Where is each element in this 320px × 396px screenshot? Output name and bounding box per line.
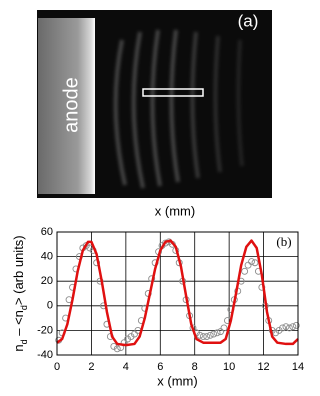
x-tick-label: 14	[292, 361, 304, 373]
data-point	[289, 323, 297, 331]
data-point	[258, 283, 266, 291]
x-tick-label: 6	[157, 361, 163, 373]
y-tick-label: 0	[47, 300, 53, 312]
data-point	[217, 328, 224, 336]
data-point	[241, 267, 249, 275]
data-point	[248, 258, 255, 265]
data-point	[124, 335, 132, 343]
annotation: (b)	[276, 234, 291, 249]
data-point	[196, 331, 204, 339]
fringes	[113, 29, 244, 189]
data-point	[244, 261, 252, 269]
y-axis-label-subscript: d	[19, 305, 29, 310]
x-tick-label: 4	[123, 361, 129, 373]
data-point	[110, 342, 118, 350]
panel-a: anode (a) x (mm)	[37, 10, 272, 218]
y-axis-label-part: – <n	[11, 310, 26, 339]
data-point	[285, 324, 293, 332]
y-axis-label-part: n	[11, 344, 26, 351]
data-point	[275, 326, 283, 334]
data-point	[292, 322, 300, 329]
y-tick-label: 20	[41, 275, 53, 287]
panel-label: (a)	[238, 11, 259, 30]
data-point	[220, 324, 228, 332]
data-point	[127, 333, 135, 340]
data-point	[161, 239, 169, 247]
selection-box	[142, 88, 204, 97]
y-axis-label-part: > (arb units)	[11, 235, 26, 305]
data-point	[251, 259, 259, 267]
x-tick-label: 10	[223, 361, 235, 373]
anode-glow	[38, 18, 95, 194]
data-point	[282, 323, 290, 331]
data-point	[213, 329, 221, 337]
y-tick-label: 40	[41, 251, 53, 263]
data-point	[199, 333, 207, 340]
x-tick-label: 12	[257, 361, 269, 373]
y-tick-label: 60	[41, 226, 53, 238]
image-x-label: x (mm)	[155, 203, 195, 218]
y-axis-label: nd – <nd> (arb units)	[11, 235, 29, 351]
anode-label: anode	[60, 77, 82, 133]
x-tick-label: 8	[192, 361, 198, 373]
data-point	[206, 331, 214, 339]
y-axis-label-subscript: d	[19, 339, 29, 344]
data-point	[203, 333, 211, 340]
x-tick-label: 0	[54, 361, 60, 373]
data-point	[279, 324, 286, 332]
y-tick-label: -20	[37, 324, 53, 336]
x-tick-label: 2	[88, 361, 94, 373]
data-point	[113, 345, 121, 353]
data-point	[131, 330, 138, 338]
data-point	[210, 330, 218, 338]
x-axis-label: x (mm)	[157, 373, 197, 388]
fit-line	[56, 239, 299, 347]
plot-frame	[56, 231, 299, 356]
y-tick-label: -40	[37, 349, 53, 361]
